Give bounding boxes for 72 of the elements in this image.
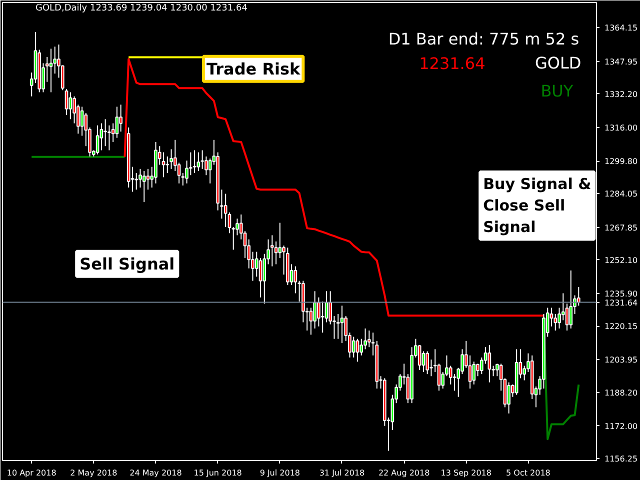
candlestick — [49, 48, 53, 93]
x-tick-label: 24 May 2018 — [130, 468, 182, 478]
candlestick — [507, 382, 510, 414]
candlestick — [119, 104, 122, 132]
x-tick-label: 15 Jun 2018 — [194, 468, 242, 478]
candlestick — [476, 363, 480, 377]
candlestick — [569, 270, 573, 329]
annotation: 1231.64 — [419, 54, 486, 73]
candlestick — [309, 307, 313, 336]
y-tick-label: 1235.90 — [604, 289, 638, 298]
candlestick — [262, 253, 266, 304]
y-tick-label: 1156.25 — [604, 454, 638, 464]
x-tick-label: 2 May 2018 — [70, 468, 118, 478]
candlestick — [196, 152, 200, 172]
candlestick — [336, 313, 340, 340]
candlestick — [200, 150, 204, 170]
candlestick — [418, 344, 422, 370]
annotation: GOLD — [534, 53, 582, 72]
candlestick — [565, 303, 569, 332]
candlestick — [162, 152, 166, 178]
candlestick — [258, 258, 262, 298]
candlestick — [274, 240, 278, 265]
annotation: Trade Risk — [206, 59, 301, 78]
x-tick-label: 31 Jul 2018 — [319, 468, 365, 478]
y-tick-label: 1284.05 — [604, 190, 638, 199]
y-tick-label: 1267.85 — [604, 223, 638, 232]
candlestick — [270, 234, 274, 267]
ref-line-label: 1231.64 — [604, 298, 638, 308]
candlestick — [208, 158, 212, 184]
candlestick — [488, 344, 492, 383]
annotation: GOLD,Daily 1233.69 1239.04 1230.00 1231.64 — [35, 4, 248, 14]
candlestick — [64, 88, 68, 116]
y-tick-label: 1203.95 — [604, 356, 638, 365]
x-tick-label: 13 Sep 2018 — [440, 468, 492, 478]
y-tick-label: 1252.10 — [604, 256, 638, 265]
candlestick — [68, 92, 72, 120]
candlestick — [360, 338, 364, 356]
candlestick — [170, 148, 173, 170]
candlestick — [96, 124, 100, 155]
candlestick — [340, 305, 344, 344]
candlestick — [278, 222, 282, 259]
annotation: BUY — [540, 81, 574, 100]
text: D1 Bar end: 775 m 52 s — [388, 29, 580, 48]
y-tick-label: 1316.00 — [604, 123, 638, 132]
candlestick — [468, 354, 472, 390]
candlestick — [80, 106, 84, 136]
annotation: Sell Signal — [80, 254, 175, 274]
y-tick-label: 1220.15 — [604, 322, 638, 332]
candlestick — [426, 350, 430, 375]
candlestick — [100, 122, 104, 151]
x-tick-label: 22 Aug 2018 — [378, 468, 430, 478]
y-tick-label: 1299.80 — [604, 157, 638, 166]
annotation: Buy Signal & Close Sell Signal — [483, 175, 592, 236]
candlestick — [437, 363, 441, 392]
candlestick — [115, 106, 119, 138]
candlestick — [104, 118, 107, 147]
y-tick-label: 1364.15 — [604, 24, 638, 33]
candlestick — [352, 336, 356, 358]
x-tick-label: 5 Oct 2018 — [506, 468, 550, 478]
candlestick — [146, 168, 150, 190]
candlestick — [356, 338, 360, 362]
candlestick — [142, 170, 146, 203]
candlestick — [320, 301, 324, 334]
candlestick — [294, 266, 298, 294]
y-tick-label: 1188.20 — [604, 388, 638, 398]
candlestick — [192, 150, 196, 174]
y-tick-label: 1172.00 — [604, 422, 638, 431]
y-tick-label: 1332.20 — [604, 90, 638, 99]
y-tick-label: 1347.95 — [604, 57, 638, 66]
x-tick-label: 10 Apr 2018 — [6, 468, 56, 478]
candlestick — [166, 156, 170, 174]
x-tick-label: 9 Jul 2018 — [260, 468, 300, 478]
